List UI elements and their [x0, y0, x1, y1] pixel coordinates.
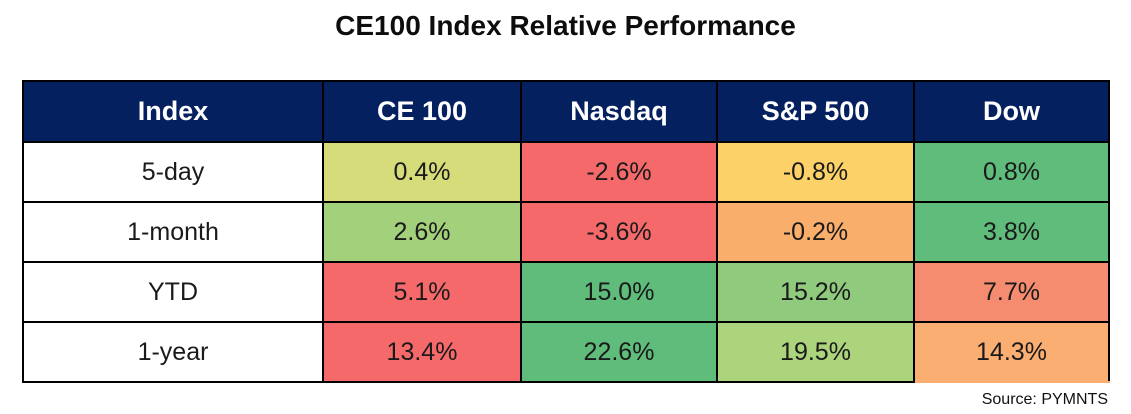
cell-ytd-dow: 7.7%	[913, 261, 1110, 323]
table-row-ytd: YTD 5.1% 15.0% 15.2% 7.7%	[22, 261, 1110, 323]
cell-1year-ce100: 13.4%	[322, 321, 522, 383]
performance-table: Index CE 100 Nasdaq S&P 500 Dow 5-day 0.…	[22, 80, 1110, 383]
header-row: Index CE 100 Nasdaq S&P 500 Dow	[22, 80, 1110, 143]
cell-1year-sp500: 19.5%	[716, 321, 915, 383]
row-label-ytd: YTD	[22, 261, 324, 323]
column-header-nasdaq: Nasdaq	[520, 80, 718, 143]
cell-5day-nasdaq: -2.6%	[520, 141, 718, 203]
column-header-ce100: CE 100	[322, 80, 522, 143]
column-header-dow: Dow	[913, 80, 1110, 143]
cell-5day-sp500: -0.8%	[716, 141, 915, 203]
chart-title: CE100 Index Relative Performance	[335, 10, 796, 41]
source-note: Source: PYMNTS	[981, 391, 1108, 408]
cell-1month-dow: 3.8%	[913, 201, 1110, 263]
row-label-1month: 1-month	[22, 201, 324, 263]
table-row-1month: 1-month 2.6% -3.6% -0.2% 3.8%	[22, 201, 1110, 263]
cell-5day-dow: 0.8%	[913, 141, 1110, 203]
cell-1month-sp500: -0.2%	[716, 201, 915, 263]
column-header-sp500: S&P 500	[716, 80, 915, 143]
cell-1month-ce100: 2.6%	[322, 201, 522, 263]
cell-ytd-sp500: 15.2%	[716, 261, 915, 323]
cell-5day-ce100: 0.4%	[322, 141, 522, 203]
row-label-5day: 5-day	[22, 141, 324, 203]
column-header-index: Index	[22, 80, 324, 143]
cell-1year-dow: 14.3%	[913, 321, 1110, 383]
cell-ytd-ce100: 5.1%	[322, 261, 522, 323]
cell-ytd-nasdaq: 15.0%	[520, 261, 718, 323]
cell-1year-nasdaq: 22.6%	[520, 321, 718, 383]
table-row-5day: 5-day 0.4% -2.6% -0.8% 0.8%	[22, 141, 1110, 203]
row-label-1year: 1-year	[22, 321, 324, 383]
table-row-1year: 1-year 13.4% 22.6% 19.5% 14.3%	[22, 321, 1110, 383]
cell-1month-nasdaq: -3.6%	[520, 201, 718, 263]
